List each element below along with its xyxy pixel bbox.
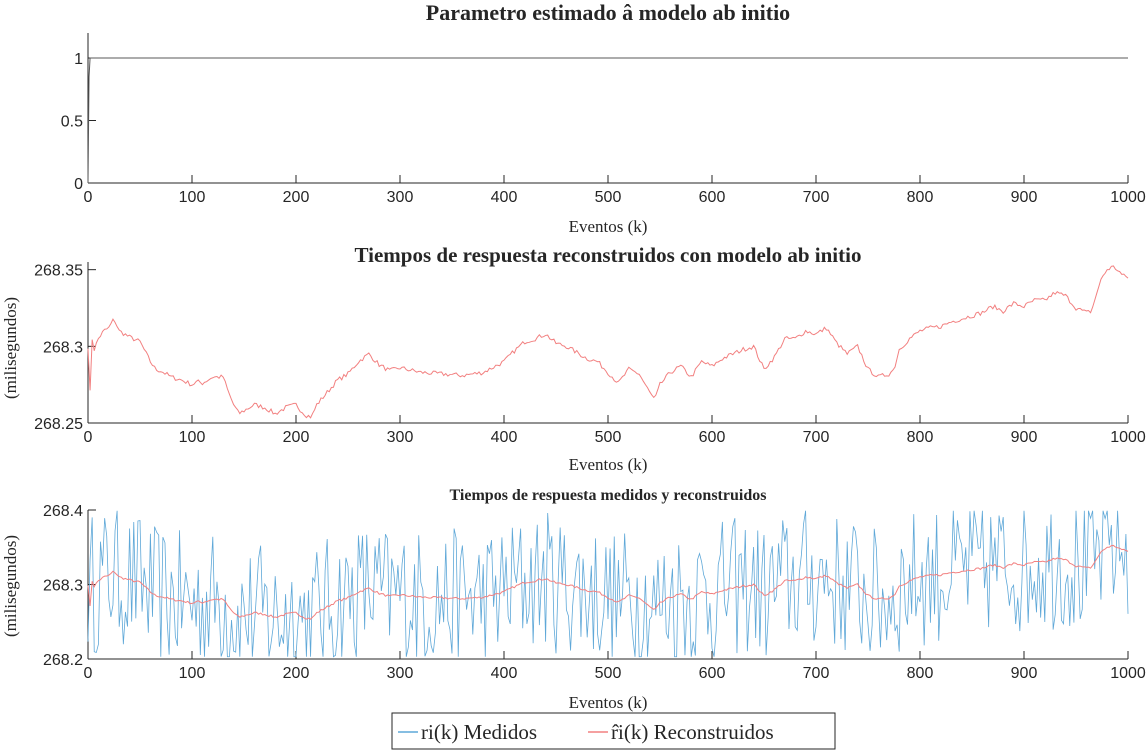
panel2-ylabel: (milisegundos)	[1, 297, 20, 399]
panel1-xtick-label: 800	[907, 189, 934, 206]
panel2-xtick-label: 900	[1011, 429, 1038, 446]
panel3-xtick-label: 0	[84, 665, 93, 682]
panel2-xlabel: Eventos (k)	[569, 455, 648, 474]
panel1-xlabel: Eventos (k)	[569, 217, 648, 236]
panel2-xtick-label: 500	[595, 429, 622, 446]
panel2-ytick-label: 268.35	[34, 263, 83, 280]
panel1-xtick-label: 100	[179, 189, 206, 206]
panel1-xtick-label: 400	[491, 189, 518, 206]
panel1-xtick-label: 300	[387, 189, 414, 206]
legend-box	[391, 712, 836, 750]
legend-label-measured: ri(k) Medidos	[421, 720, 537, 744]
panel3-ytick-label: 268.2	[43, 652, 83, 669]
panel3-series-reconstructed	[87, 544, 1129, 620]
panel3-xtick-label: 800	[907, 665, 934, 682]
panel1-axes: 0 100 200 300 400 500 600 700 800 900 1000 0 0.5 1	[61, 33, 1146, 206]
panel3-xtick-label: 400	[491, 665, 518, 682]
panel1-xtick-label: 700	[803, 189, 830, 206]
legend: ri(k) Medidos r̂i(k) Reconstruidos	[391, 712, 836, 750]
panel2-xtick-label: 0	[84, 429, 93, 446]
panel2-axes: 0 100 200 300 400 500 600 700 800 900 1000 268.25 26…	[34, 262, 1146, 446]
panel3-xtick-label: 200	[283, 665, 310, 682]
legend-label-reconstructed: r̂i(k) Reconstruidos	[611, 720, 774, 744]
panel-reconstructed-response: Tiempos de respuesta reconstruidos con m…	[1, 243, 1146, 474]
panel2-xtick-label: 400	[491, 429, 518, 446]
panel3-series-measured	[87, 510, 1129, 658]
panel2-xtick-label: 800	[907, 429, 934, 446]
panel3-series	[87, 510, 1129, 658]
panel2-ytick-label: 268.25	[34, 416, 83, 433]
panel1-xtick-label: 900	[1011, 189, 1038, 206]
panel1-xtick-label: 1000	[1110, 189, 1146, 206]
panel3-title: Tiempos de respuesta medidos y reconstru…	[450, 487, 767, 504]
panel1-xtick-label: 600	[699, 189, 726, 206]
panel-parameter-estimate: Parametro estimado â modelo ab initio 0 1…	[61, 0, 1146, 236]
panel1-title: Parametro estimado â modelo ab initio	[426, 0, 790, 25]
panel3-xtick-label: 300	[387, 665, 414, 682]
panel3-xlabel: Eventos (k)	[569, 693, 648, 712]
panel2-xtick-label: 600	[699, 429, 726, 446]
panel3-xtick-label: 600	[699, 665, 726, 682]
panel3-ytick-label: 268.4	[43, 503, 83, 520]
panel2-xtick-label: 100	[179, 429, 206, 446]
panel2-xtick-label: 1000	[1110, 429, 1146, 446]
panel3-xtick-label: 500	[595, 665, 622, 682]
panel1-xtick-label: 200	[283, 189, 310, 206]
panel3-xtick-label: 1000	[1110, 665, 1146, 682]
panel3-xtick-label: 900	[1011, 665, 1038, 682]
panel3-ytick-label: 268.3	[43, 578, 83, 595]
panel2-title: Tiempos de respuesta reconstruidos con m…	[355, 243, 862, 267]
panel2-ytick-label: 268.3	[43, 339, 83, 356]
panel3-ylabel: (milisegundos)	[1, 535, 20, 637]
panel2-series-line	[87, 265, 1129, 419]
panel1-ytick-label: 0.5	[61, 114, 83, 131]
panel1-xtick-label: 0	[84, 189, 93, 206]
panel1-series-line	[87, 57, 1128, 184]
panel2-series	[87, 265, 1129, 419]
panel2-xtick-label: 700	[803, 429, 830, 446]
panel1-xtick-label: 500	[595, 189, 622, 206]
panel2-xtick-label: 200	[283, 429, 310, 446]
panel1-series	[87, 57, 1128, 184]
panel3-xtick-label: 100	[179, 665, 206, 682]
panel1-ytick-label: 0	[74, 176, 83, 193]
panel3-axes: 0 100 200 300 400 500 600 700 800 900 1000 268.2 268…	[43, 503, 1146, 682]
panel1-ytick-label: 1	[74, 51, 83, 68]
panel3-xtick-label: 700	[803, 665, 830, 682]
panel-measured-vs-reconstructed: Tiempos de respuesta medidos y reconstru…	[1, 487, 1146, 712]
panel2-xtick-label: 300	[387, 429, 414, 446]
